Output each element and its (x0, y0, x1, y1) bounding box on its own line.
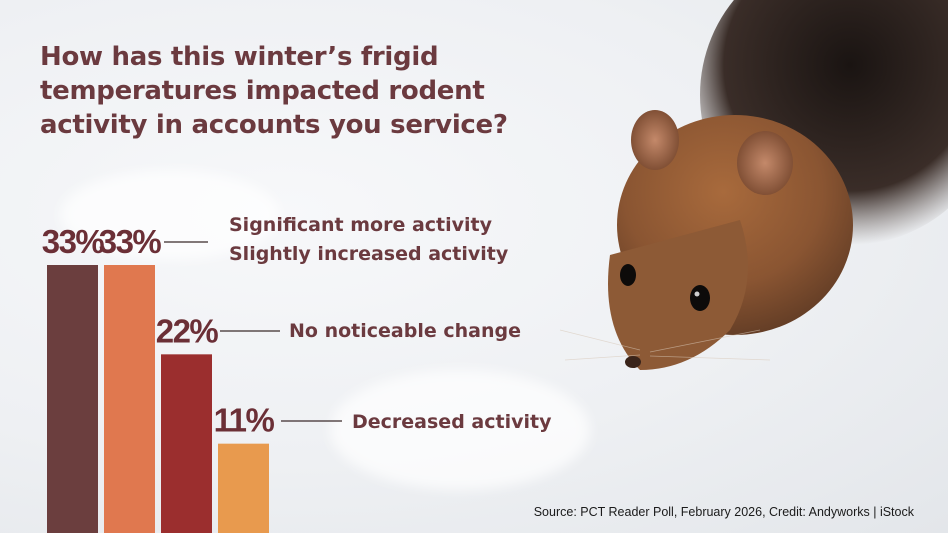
category-label-4: Decreased activity (352, 411, 552, 433)
mouse-eye-left (620, 264, 636, 286)
bar-3 (161, 354, 212, 533)
mouse-whiskers (559, 329, 771, 361)
source-credit: Source: PCT Reader Poll, February 2026, … (533, 505, 914, 519)
snow-texture (330, 370, 590, 490)
mouse-nose (625, 356, 641, 368)
value-label-4: 11% (214, 402, 275, 439)
snow-texture (60, 170, 280, 260)
category-label-2: Slightly increased activity (229, 243, 509, 265)
bar-2 (104, 265, 155, 533)
category-label-3: No noticeable change (289, 320, 521, 342)
value-label-1: 33% (42, 223, 105, 260)
mouse-eye-right (690, 285, 710, 311)
mouse-ear-left (631, 110, 679, 170)
mouse-ear-right (737, 131, 793, 195)
value-label-3: 22% (156, 312, 219, 349)
bar-4 (218, 443, 269, 533)
mouse-snout (608, 220, 748, 370)
bar-1 (47, 265, 98, 533)
chart-title: How has this winter’s frigid temperature… (40, 42, 508, 140)
value-label-2: 33% (99, 223, 162, 260)
mouse-figure (559, 110, 853, 370)
category-label-1: Significant more activity (229, 214, 493, 236)
